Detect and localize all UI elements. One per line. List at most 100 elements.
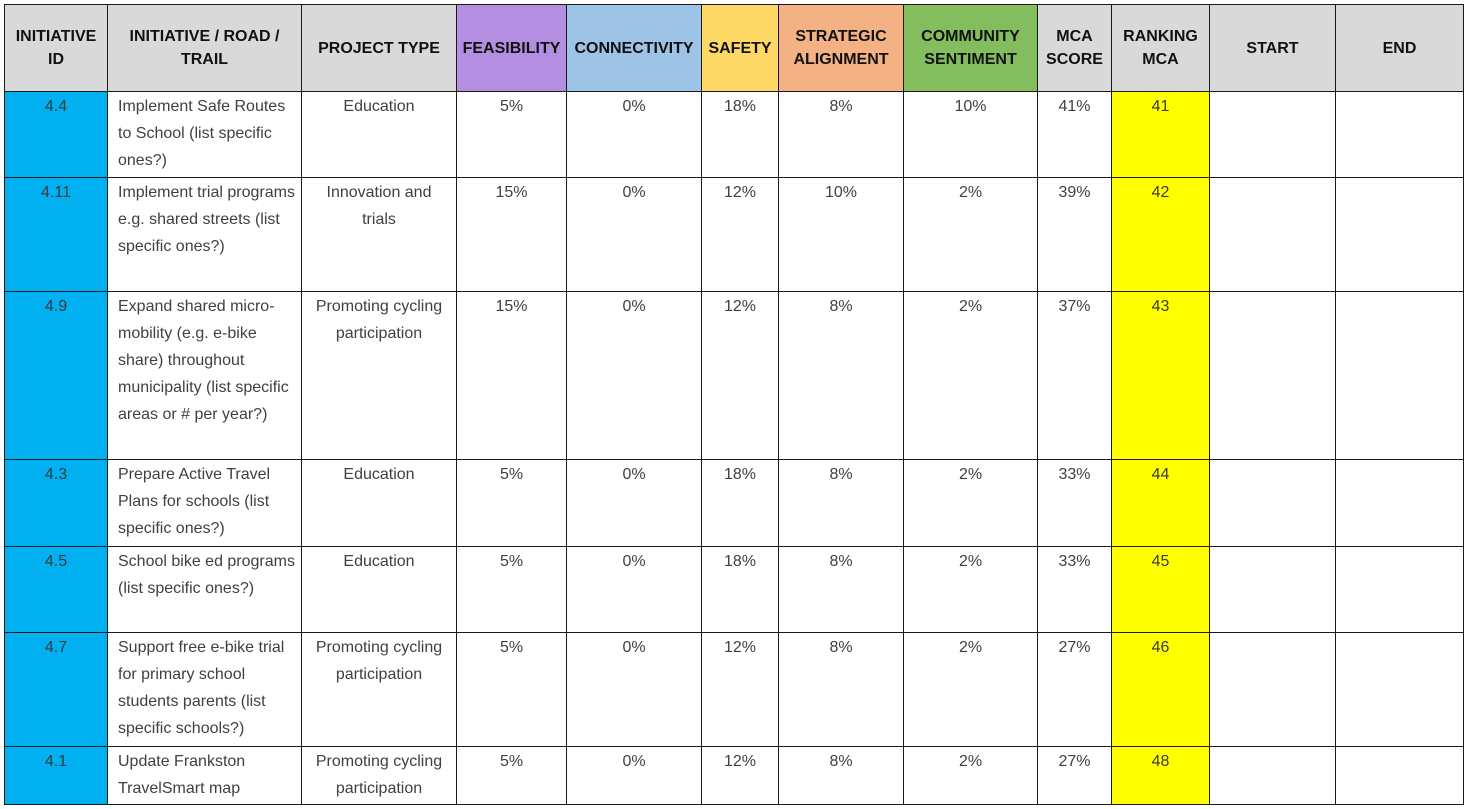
cell-id: 4.7 <box>4 632 108 747</box>
table-body: 4.4 Implement Safe Routes to School (list… <box>4 91 1464 805</box>
cell-type: Promoting cycling participation <box>301 291 457 460</box>
column-header-score: MCA SCORE <box>1037 4 1112 92</box>
cell-community: 2% <box>903 291 1038 460</box>
cell-end <box>1335 632 1464 747</box>
cell-safety: 12% <box>701 291 779 460</box>
cell-community: 2% <box>903 546 1038 633</box>
cell-name: Implement Safe Routes to School (list sp… <box>107 91 302 178</box>
column-header-community: COMMUNITY SENTIMENT <box>903 4 1038 92</box>
cell-strategic: 8% <box>778 291 904 460</box>
cell-feasibility: 5% <box>456 546 567 633</box>
cell-type: Education <box>301 459 457 547</box>
cell-connectivity: 0% <box>566 291 702 460</box>
cell-id: 4.5 <box>4 546 108 633</box>
cell-ranking: 45 <box>1111 546 1210 633</box>
cell-score: 41% <box>1037 91 1112 178</box>
cell-strategic: 10% <box>778 177 904 292</box>
cell-score: 27% <box>1037 632 1112 747</box>
cell-id: 4.4 <box>4 91 108 178</box>
cell-ranking: 46 <box>1111 632 1210 747</box>
column-header-connectivity: CONNECTIVITY <box>566 4 702 92</box>
cell-ranking: 48 <box>1111 746 1210 805</box>
cell-name: Implement trial programs e.g. shared str… <box>107 177 302 292</box>
cell-feasibility: 5% <box>456 459 567 547</box>
cell-name: Expand shared micro-mobility (e.g. e-bik… <box>107 291 302 460</box>
column-header-ranking: RANKING MCA <box>1111 4 1210 92</box>
mca-ranking-table: INITIATIVE ID INITIATIVE / ROAD / TRAIL PR… <box>4 4 1464 805</box>
table-row: 4.7 Support free e-bike trial for primary… <box>4 632 1464 747</box>
header-row: INITIATIVE ID INITIATIVE / ROAD / TRAIL PR… <box>4 4 1464 92</box>
cell-strategic: 8% <box>778 746 904 805</box>
cell-end <box>1335 291 1464 460</box>
cell-end <box>1335 459 1464 547</box>
cell-end <box>1335 746 1464 805</box>
cell-start <box>1209 459 1336 547</box>
cell-score: 37% <box>1037 291 1112 460</box>
table-row: 4.4 Implement Safe Routes to School (list… <box>4 91 1464 178</box>
cell-id: 4.9 <box>4 291 108 460</box>
cell-name: Prepare Active Travel Plans for schools … <box>107 459 302 547</box>
cell-start <box>1209 546 1336 633</box>
column-header-feasibility: FEASIBILITY <box>456 4 567 92</box>
cell-ranking: 42 <box>1111 177 1210 292</box>
cell-strategic: 8% <box>778 459 904 547</box>
cell-name: School bike ed programs (list specific o… <box>107 546 302 633</box>
cell-community: 2% <box>903 459 1038 547</box>
column-header-type: PROJECT TYPE <box>301 4 457 92</box>
cell-type: Promoting cycling participation <box>301 746 457 805</box>
cell-ranking: 43 <box>1111 291 1210 460</box>
cell-connectivity: 0% <box>566 91 702 178</box>
table-row: 4.11 Implement trial programs e.g. shared… <box>4 177 1464 292</box>
cell-community: 10% <box>903 91 1038 178</box>
column-header-end: END <box>1335 4 1464 92</box>
cell-connectivity: 0% <box>566 177 702 292</box>
cell-safety: 18% <box>701 546 779 633</box>
cell-score: 39% <box>1037 177 1112 292</box>
cell-safety: 12% <box>701 632 779 747</box>
cell-community: 2% <box>903 177 1038 292</box>
cell-score: 27% <box>1037 746 1112 805</box>
cell-start <box>1209 91 1336 178</box>
cell-end <box>1335 546 1464 633</box>
cell-start <box>1209 746 1336 805</box>
cell-score: 33% <box>1037 546 1112 633</box>
cell-ranking: 41 <box>1111 91 1210 178</box>
cell-id: 4.11 <box>4 177 108 292</box>
cell-strategic: 8% <box>778 632 904 747</box>
cell-community: 2% <box>903 746 1038 805</box>
cell-ranking: 44 <box>1111 459 1210 547</box>
cell-id: 4.1 <box>4 746 108 805</box>
table-row: 4.5 School bike ed programs (list specifi… <box>4 546 1464 633</box>
cell-id: 4.3 <box>4 459 108 547</box>
cell-type: Promoting cycling participation <box>301 632 457 747</box>
cell-feasibility: 5% <box>456 91 567 178</box>
table-row: 4.3 Prepare Active Travel Plans for schoo… <box>4 459 1464 547</box>
cell-type: Innovation and trials <box>301 177 457 292</box>
cell-name: Support free e-bike trial for primary sc… <box>107 632 302 747</box>
cell-start <box>1209 291 1336 460</box>
cell-end <box>1335 91 1464 178</box>
cell-strategic: 8% <box>778 546 904 633</box>
column-header-id: INITIATIVE ID <box>4 4 108 92</box>
column-header-name: INITIATIVE / ROAD / TRAIL <box>107 4 302 92</box>
table-row: 4.9 Expand shared micro-mobility (e.g. e-… <box>4 291 1464 460</box>
cell-feasibility: 5% <box>456 632 567 747</box>
cell-safety: 18% <box>701 459 779 547</box>
cell-start <box>1209 632 1336 747</box>
column-header-safety: SAFETY <box>701 4 779 92</box>
cell-type: Education <box>301 91 457 178</box>
column-header-start: START <box>1209 4 1336 92</box>
cell-feasibility: 15% <box>456 291 567 460</box>
cell-safety: 18% <box>701 91 779 178</box>
cell-end <box>1335 177 1464 292</box>
cell-name: Update Frankston TravelSmart map <box>107 746 302 805</box>
cell-score: 33% <box>1037 459 1112 547</box>
cell-feasibility: 15% <box>456 177 567 292</box>
cell-type: Education <box>301 546 457 633</box>
column-header-strategic: STRATEGIC ALIGNMENT <box>778 4 904 92</box>
cell-connectivity: 0% <box>566 632 702 747</box>
cell-safety: 12% <box>701 177 779 292</box>
cell-feasibility: 5% <box>456 746 567 805</box>
table-row: 4.1 Update Frankston TravelSmart map Promo… <box>4 746 1464 805</box>
cell-strategic: 8% <box>778 91 904 178</box>
